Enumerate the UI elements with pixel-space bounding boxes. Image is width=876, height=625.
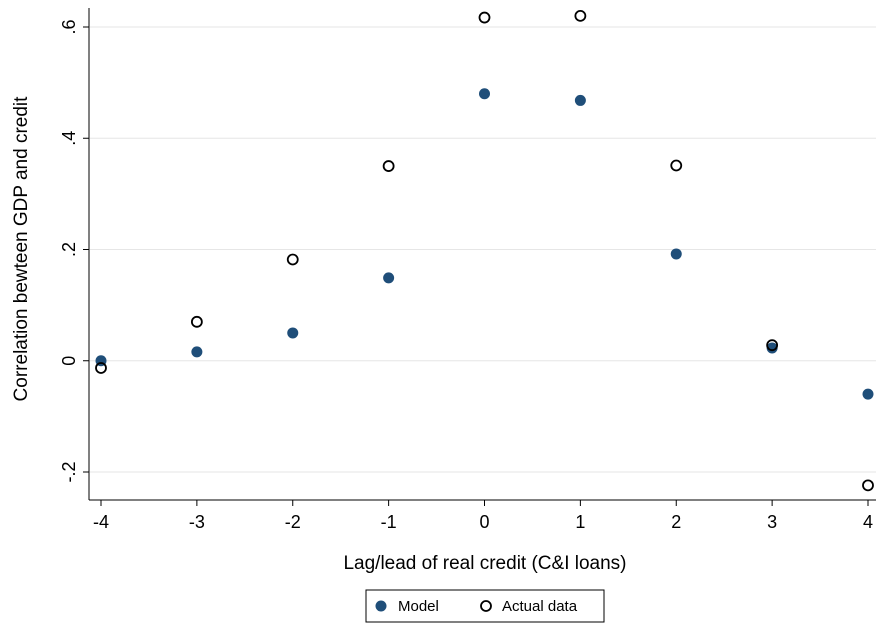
point-actual-data bbox=[862, 479, 874, 492]
point-model bbox=[862, 388, 874, 400]
point-model bbox=[383, 272, 395, 284]
x-tick-label: -1 bbox=[381, 512, 397, 532]
point-actual-data bbox=[95, 362, 107, 374]
axes bbox=[88, 8, 876, 501]
point-model bbox=[191, 346, 203, 358]
point-model bbox=[670, 248, 682, 260]
y-tick-label: .6 bbox=[59, 19, 79, 34]
legend-marker-model bbox=[375, 600, 387, 612]
point-actual-data bbox=[766, 339, 779, 352]
y-ticks: -.2 0 .2 .4 .6 bbox=[59, 19, 89, 483]
point-model bbox=[479, 88, 490, 100]
point-model bbox=[574, 94, 586, 106]
x-tick-label: 2 bbox=[671, 512, 681, 532]
legend-label-actual-data: Actual data bbox=[502, 598, 578, 615]
y-axis-title: Correlation bewteen GDP and credit bbox=[11, 96, 32, 402]
x-tick-label: 0 bbox=[479, 512, 489, 532]
x-tick-label: 3 bbox=[767, 512, 777, 532]
y-tick-label: 0 bbox=[59, 356, 79, 366]
legend-label-model: Model bbox=[398, 598, 439, 615]
point-model bbox=[766, 342, 778, 354]
legend: Model Actual data bbox=[365, 589, 605, 623]
x-tick-label: -3 bbox=[189, 512, 205, 532]
point-actual-data bbox=[574, 9, 587, 22]
point-actual-data bbox=[382, 160, 395, 172]
x-tick-label: -2 bbox=[285, 512, 301, 532]
data-points bbox=[95, 9, 874, 492]
point-model bbox=[287, 327, 299, 339]
x-tick-label: -4 bbox=[93, 512, 109, 532]
point-actual-data bbox=[286, 253, 299, 266]
x-tick-label: 4 bbox=[863, 512, 873, 532]
x-axis-title: Lag/lead of real credit (C&I loans) bbox=[343, 553, 626, 574]
point-actual-data bbox=[190, 315, 203, 328]
grid-lines bbox=[90, 26, 876, 473]
y-tick-label: .2 bbox=[59, 242, 79, 257]
legend-marker-actual-data bbox=[480, 600, 492, 612]
point-actual-data bbox=[670, 159, 683, 172]
x-ticks: -4 -3 -2 -1 0 1 2 3 4 bbox=[93, 500, 873, 532]
point-actual-data bbox=[478, 11, 491, 24]
y-tick-label: .4 bbox=[59, 131, 79, 146]
y-tick-label: -.2 bbox=[59, 461, 79, 482]
x-tick-label: 1 bbox=[575, 512, 585, 532]
